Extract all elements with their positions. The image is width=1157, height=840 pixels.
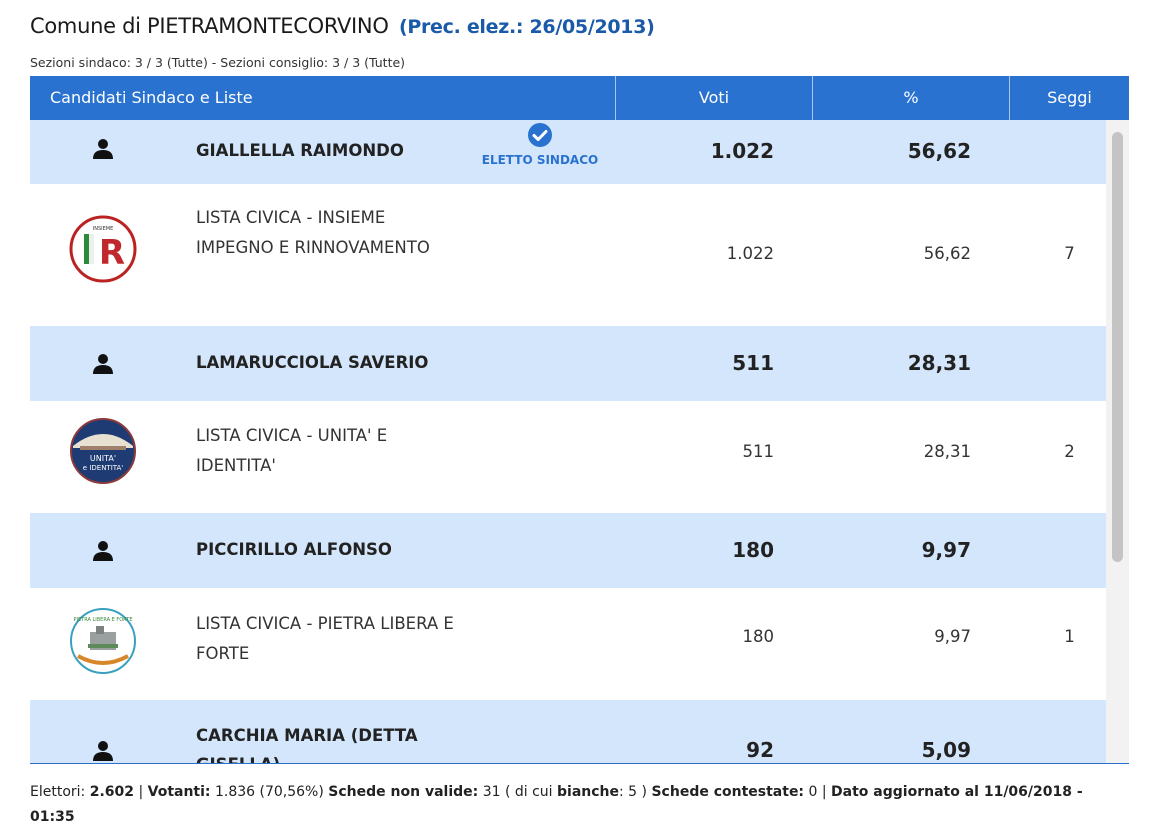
- elected-badge: ELETTO SINDACO: [470, 122, 610, 167]
- updated-timestamp: Dato aggiornato al 11/06/2018 - 01:35: [30, 784, 1083, 825]
- unita-e-identita-logo: UNITA' e IDENTITA': [70, 418, 136, 484]
- candidate-row[interactable]: GIALLELLA RAIMONDO ELETTO SINDACO 1.022 …: [30, 120, 1106, 184]
- list-percent: 9,97: [934, 627, 971, 646]
- list-name: LISTA CIVICA - INSIEME IMPEGNO E RINNOVA…: [196, 208, 430, 257]
- non-valide-value: 31 ( di cui: [482, 784, 553, 800]
- person-icon: [93, 139, 113, 159]
- table-scrollbar[interactable]: [1106, 120, 1129, 763]
- bianche-value: : 5 ): [619, 784, 648, 800]
- candidate-name: LAMARUCCIOLA SAVERIO: [196, 353, 429, 372]
- candidate-name: PICCIRILLO ALFONSO: [196, 540, 392, 559]
- candidate-row[interactable]: PICCIRILLO ALFONSO 180 9,97: [30, 513, 1106, 588]
- candidate-name: CARCHIA MARIA (DETTA GISELLA): [196, 726, 418, 763]
- candidate-votes: 92: [746, 738, 774, 762]
- votanti-value: 1.836 (70,56%): [214, 784, 324, 800]
- list-seats: 1: [1064, 627, 1075, 646]
- candidate-name: GIALLELLA RAIMONDO: [196, 141, 404, 160]
- column-percent: %: [813, 76, 1010, 120]
- list-percent: 56,62: [923, 244, 971, 263]
- person-icon: [93, 541, 113, 561]
- person-icon: [93, 354, 113, 374]
- contestate-label: Schede contestate:: [651, 784, 805, 800]
- candidate-row[interactable]: CARCHIA MARIA (DETTA GISELLA) 92 5,09: [30, 700, 1106, 763]
- candidate-votes: 180: [732, 538, 774, 562]
- svg-text:e IDENTITA': e IDENTITA': [83, 464, 124, 472]
- svg-text:PIETRA LIBERA E FORTE: PIETRA LIBERA E FORTE: [74, 617, 133, 623]
- person-icon: [93, 741, 113, 761]
- list-row[interactable]: PIETRA LIBERA E FORTE LISTA CIVICA - PIE…: [30, 588, 1106, 700]
- candidate-votes: 1.022: [710, 139, 774, 163]
- pietra-libera-e-forte-logo: PIETRA LIBERA E FORTE: [70, 608, 136, 674]
- summary-footer: Elettori: 2.602 | Votanti: 1.836 (70,56%…: [30, 784, 1083, 825]
- list-seats: 7: [1064, 244, 1075, 263]
- elettori-value: 2.602: [89, 784, 135, 800]
- column-seats: Seggi: [1047, 88, 1092, 107]
- candidate-votes: 511: [732, 351, 774, 375]
- list-votes: 511: [742, 442, 775, 461]
- candidate-percent: 56,62: [907, 139, 971, 163]
- insieme-impegno-rinnovamento-logo: R INSIEME: [69, 215, 137, 283]
- comune-name: Comune di PIETRAMONTECORVINO: [30, 14, 389, 38]
- results-table: Candidati Sindaco e Liste Voti % Seggi G…: [30, 76, 1129, 764]
- scrollbar-thumb[interactable]: [1112, 132, 1123, 562]
- svg-text:R: R: [99, 233, 125, 273]
- column-candidates: Candidati Sindaco e Liste: [30, 76, 616, 120]
- list-votes: 180: [742, 627, 775, 646]
- check-circle-icon: [528, 123, 552, 147]
- svg-text:INSIEME: INSIEME: [93, 226, 114, 232]
- elettori-label: Elettori:: [30, 784, 86, 800]
- table-header: Candidati Sindaco e Liste Voti % Seggi: [30, 76, 1129, 120]
- bianche-label: bianche: [557, 784, 620, 800]
- votanti-label: Votanti:: [147, 784, 211, 800]
- list-row[interactable]: R INSIEME LISTA CIVICA - INSIEME IMPEGNO…: [30, 184, 1106, 326]
- list-row[interactable]: UNITA' e IDENTITA' LISTA CIVICA - UNITA'…: [30, 401, 1106, 513]
- list-percent: 28,31: [923, 442, 971, 461]
- list-name: LISTA CIVICA - PIETRA LIBERA E FORTE: [196, 614, 454, 663]
- contestate-value: 0: [808, 784, 818, 800]
- elected-label: ELETTO SINDACO: [481, 153, 599, 167]
- candidate-row[interactable]: LAMARUCCIOLA SAVERIO 511 28,31: [30, 326, 1106, 401]
- list-seats: 2: [1064, 442, 1075, 461]
- candidate-percent: 9,97: [921, 538, 971, 562]
- column-votes: Voti: [616, 76, 813, 120]
- list-votes: 1.022: [726, 244, 774, 263]
- page-title: Comune di PIETRAMONTECORVINO (Prec. elez…: [30, 14, 655, 38]
- candidate-percent: 5,09: [921, 738, 971, 762]
- list-name: LISTA CIVICA - UNITA' E IDENTITA': [196, 426, 388, 475]
- prev-election-link[interactable]: (Prec. elez.: 26/05/2013): [398, 16, 655, 38]
- non-valide-label: Schede non valide:: [328, 784, 479, 800]
- sections-info: Sezioni sindaco: 3 / 3 (Tutte) - Sezioni…: [30, 55, 406, 70]
- candidate-percent: 28,31: [907, 351, 971, 375]
- svg-text:UNITA': UNITA': [90, 454, 116, 463]
